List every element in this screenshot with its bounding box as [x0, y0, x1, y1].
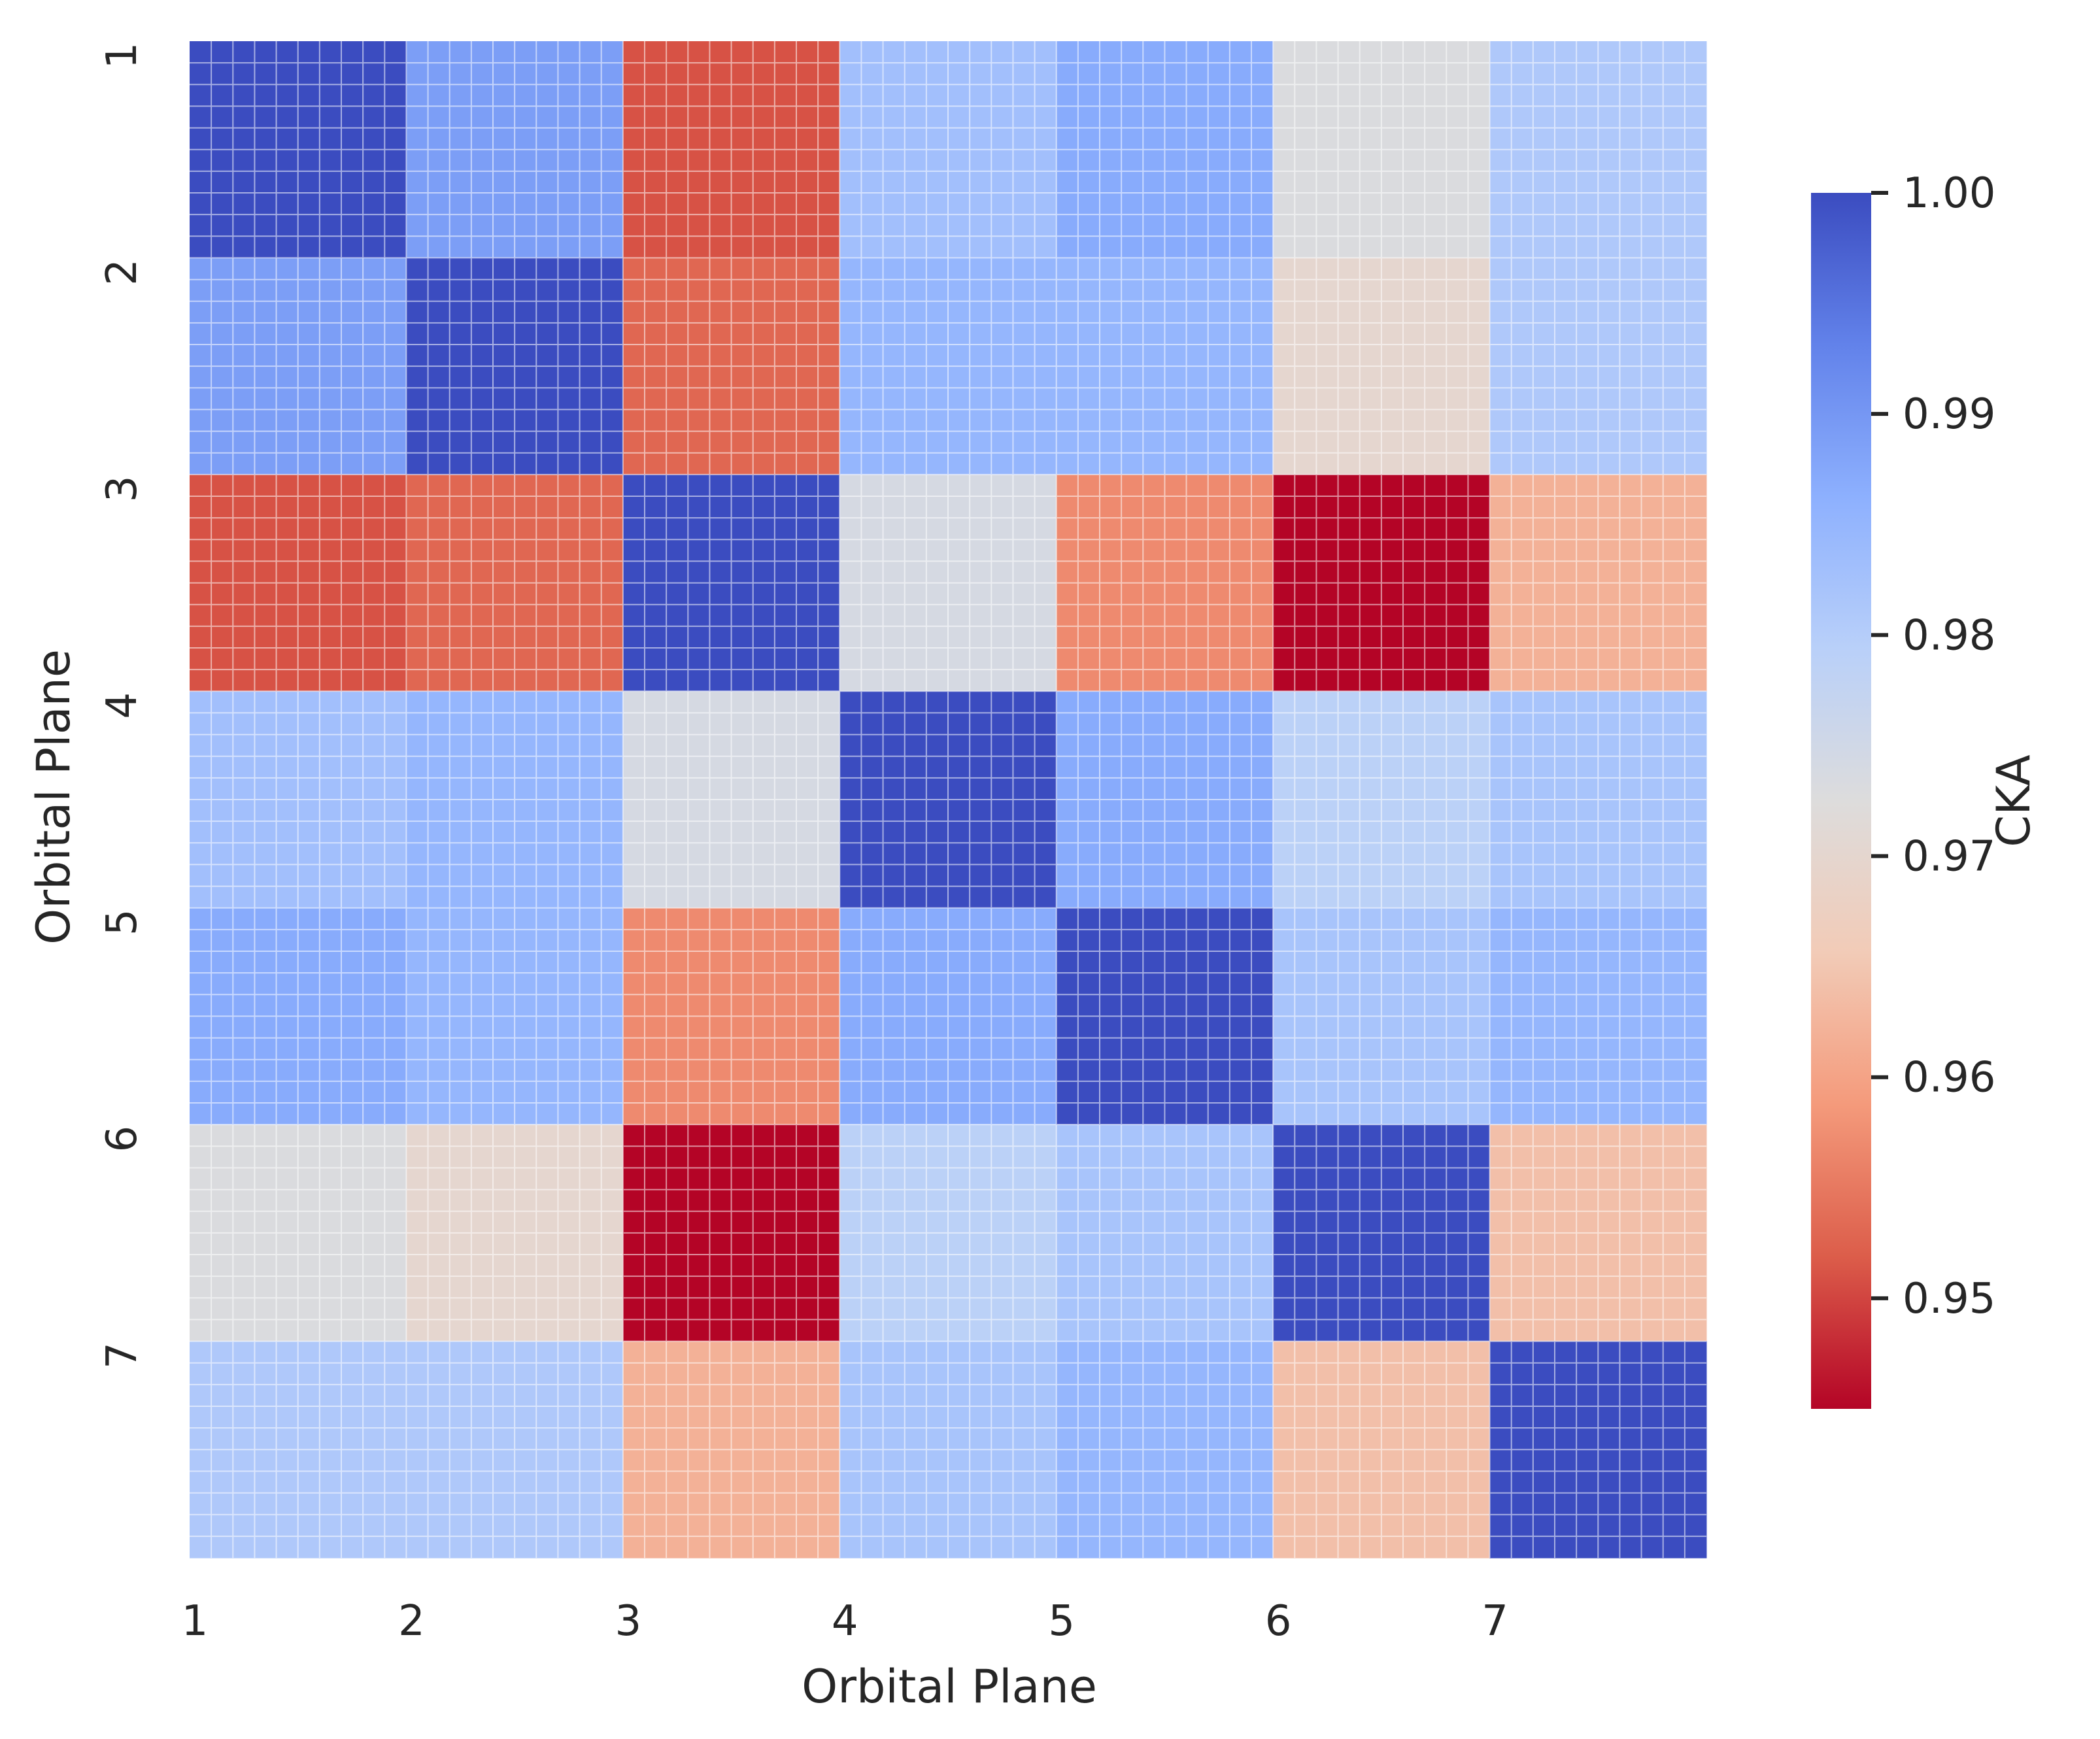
y-tick-label-5: 5: [98, 909, 146, 936]
colorbar-ticks: 0.95 0.96 0.97 0.98 0.99 1.00: [1871, 169, 1996, 1323]
x-tick-label-2: 2: [398, 1597, 425, 1646]
x-axis-ticks: 1 2 3 4 5 6 7: [182, 1597, 1508, 1646]
colorbar-tick-label: 0.97: [1903, 833, 1996, 881]
y-axis-label: Orbital Plane: [27, 649, 80, 945]
heatmap-fine-grid: [190, 41, 1706, 1558]
x-tick-label-1: 1: [182, 1597, 209, 1646]
colorbar: [1811, 193, 1871, 1409]
y-tick-label-1: 1: [98, 42, 146, 69]
x-tick-label-7: 7: [1482, 1597, 1508, 1646]
x-tick-label-6: 6: [1265, 1597, 1292, 1646]
colorbar-tick-label: 0.98: [1903, 611, 1996, 660]
y-tick-label-6: 6: [98, 1126, 146, 1153]
heatmap-gridlines: [190, 41, 1706, 1558]
colorbar-tick-label: 1.00: [1903, 169, 1996, 218]
colorbar-tick-label: 0.95: [1903, 1275, 1996, 1323]
x-tick-label-4: 4: [832, 1597, 858, 1646]
colorbar-label: CKA: [1987, 754, 2041, 847]
colorbar-tick-label: 0.96: [1903, 1054, 1996, 1102]
y-tick-label-7: 7: [98, 1342, 146, 1369]
colorbar-tick-label: 0.99: [1903, 390, 1996, 439]
x-tick-label-5: 5: [1048, 1597, 1075, 1646]
y-axis-ticks: 1 2 3 4 5 6 7: [98, 42, 146, 1369]
y-tick-label-4: 4: [98, 692, 146, 719]
y-tick-label-3: 3: [98, 475, 146, 502]
y-tick-label-2: 2: [98, 259, 146, 286]
x-tick-label-3: 3: [615, 1597, 641, 1646]
x-axis-label: Orbital Plane: [802, 1660, 1097, 1714]
